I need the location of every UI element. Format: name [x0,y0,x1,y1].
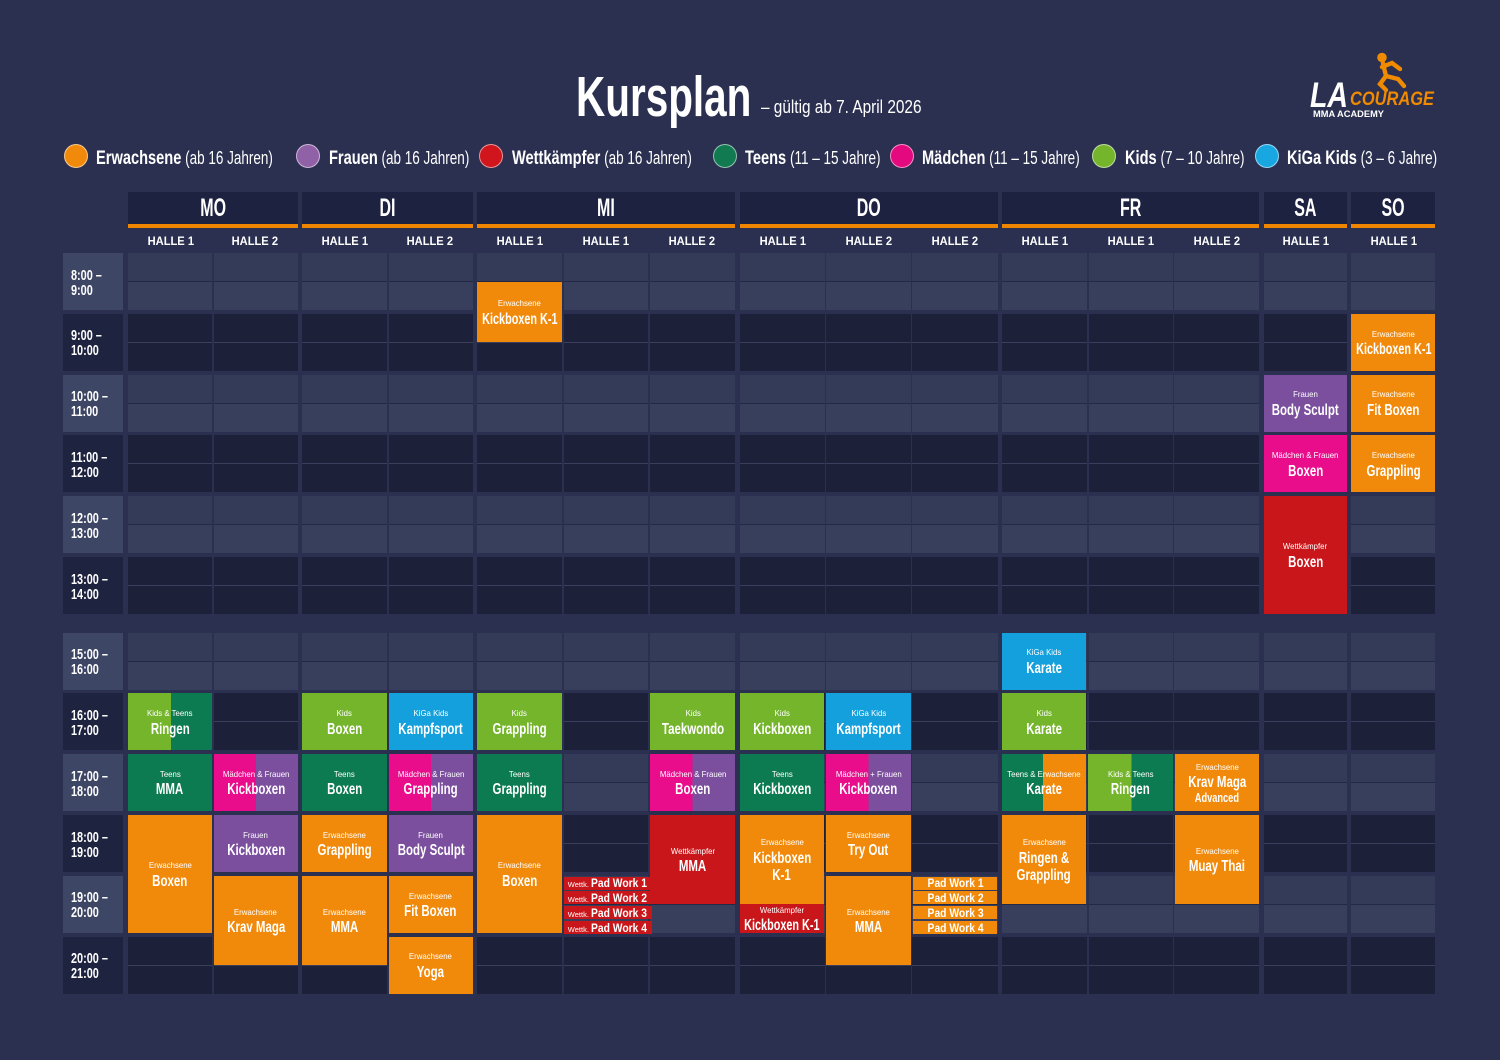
svg-text:LA: LA [1310,76,1348,115]
svg-text:MMA ACADEMY: MMA ACADEMY [1313,109,1385,120]
svg-text:COURAGE: COURAGE [1350,89,1435,110]
